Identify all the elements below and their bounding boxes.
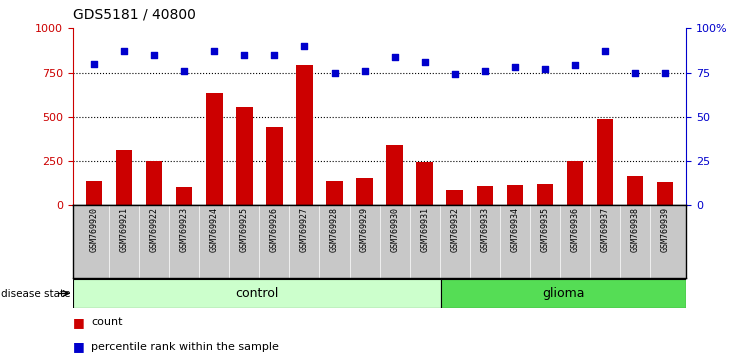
Bar <box>326 181 343 205</box>
Point <box>539 66 550 72</box>
Point <box>569 63 581 68</box>
Bar <box>86 181 102 205</box>
Text: GSM769924: GSM769924 <box>210 207 219 252</box>
Bar <box>176 187 193 205</box>
Bar <box>146 161 162 205</box>
Bar <box>206 93 223 205</box>
Bar <box>266 127 283 205</box>
Bar <box>477 186 493 205</box>
Point <box>358 68 370 74</box>
Bar <box>627 176 643 205</box>
Text: GSM769935: GSM769935 <box>540 207 550 252</box>
Text: GSM769933: GSM769933 <box>480 207 489 252</box>
Text: GSM769937: GSM769937 <box>601 207 610 252</box>
Point <box>299 43 310 49</box>
Bar <box>236 107 253 205</box>
Text: GSM769921: GSM769921 <box>120 207 128 252</box>
Bar <box>537 184 553 205</box>
Text: GSM769931: GSM769931 <box>420 207 429 252</box>
Text: GDS5181 / 40800: GDS5181 / 40800 <box>73 7 196 21</box>
Point <box>209 48 220 54</box>
Point <box>269 52 280 58</box>
Point <box>599 48 611 54</box>
Text: ■: ■ <box>73 316 85 329</box>
Text: GSM769930: GSM769930 <box>390 207 399 252</box>
Point <box>148 52 160 58</box>
Bar <box>116 149 132 205</box>
Point <box>509 64 520 70</box>
Text: ■: ■ <box>73 341 85 353</box>
Bar <box>597 120 613 205</box>
Text: GSM769936: GSM769936 <box>570 207 580 252</box>
Point <box>449 72 461 77</box>
Point <box>659 70 671 75</box>
Text: GSM769925: GSM769925 <box>240 207 249 252</box>
Bar <box>441 279 686 308</box>
Bar <box>447 190 463 205</box>
Text: GSM769932: GSM769932 <box>450 207 459 252</box>
Point <box>178 68 190 74</box>
Text: control: control <box>235 287 279 300</box>
Text: percentile rank within the sample: percentile rank within the sample <box>91 342 279 352</box>
Point <box>419 59 431 65</box>
Text: GSM769926: GSM769926 <box>270 207 279 252</box>
Text: glioma: glioma <box>542 287 585 300</box>
Text: GSM769923: GSM769923 <box>180 207 189 252</box>
Text: GSM769920: GSM769920 <box>90 207 99 252</box>
Point <box>328 70 340 75</box>
Text: GSM769928: GSM769928 <box>330 207 339 252</box>
Text: GSM769927: GSM769927 <box>300 207 309 252</box>
Bar <box>416 162 433 205</box>
Text: disease state: disease state <box>1 289 70 299</box>
Point <box>389 54 401 59</box>
Point <box>118 48 130 54</box>
Bar <box>386 145 403 205</box>
Point <box>629 70 641 75</box>
Bar <box>356 178 373 205</box>
Text: count: count <box>91 317 123 327</box>
Bar <box>657 182 673 205</box>
Point <box>88 61 100 67</box>
Bar <box>296 65 312 205</box>
Text: GSM769939: GSM769939 <box>661 207 669 252</box>
Bar <box>507 185 523 205</box>
Point <box>479 68 491 74</box>
Text: GSM769934: GSM769934 <box>510 207 519 252</box>
Text: GSM769938: GSM769938 <box>631 207 639 252</box>
Text: GSM769929: GSM769929 <box>360 207 369 252</box>
Bar <box>566 161 583 205</box>
Point <box>239 52 250 58</box>
Bar <box>73 279 441 308</box>
Text: GSM769922: GSM769922 <box>150 207 158 252</box>
